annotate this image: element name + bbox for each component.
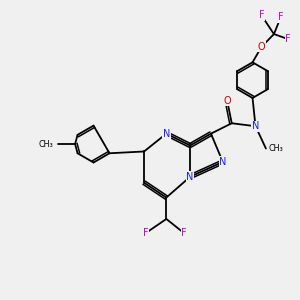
Text: F: F [278,12,284,22]
Text: F: F [285,34,291,44]
Text: F: F [182,228,187,238]
Text: CH₃: CH₃ [269,144,284,153]
Text: N: N [163,129,170,139]
Text: F: F [259,11,264,20]
Text: N: N [219,157,226,167]
Text: N: N [186,172,194,182]
Text: F: F [143,228,148,238]
Text: CH₃: CH₃ [39,140,53,148]
Text: O: O [224,96,231,106]
Text: O: O [258,42,265,52]
Text: N: N [252,121,259,131]
